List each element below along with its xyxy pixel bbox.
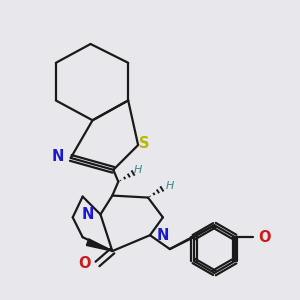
Text: N: N [51,149,64,164]
Text: S: S [139,136,149,151]
Text: O: O [78,256,91,272]
Text: N: N [81,207,94,222]
Text: H: H [166,181,174,191]
Text: O: O [258,230,270,245]
Text: H: H [134,165,142,175]
Text: N: N [157,228,169,243]
Polygon shape [86,239,112,251]
